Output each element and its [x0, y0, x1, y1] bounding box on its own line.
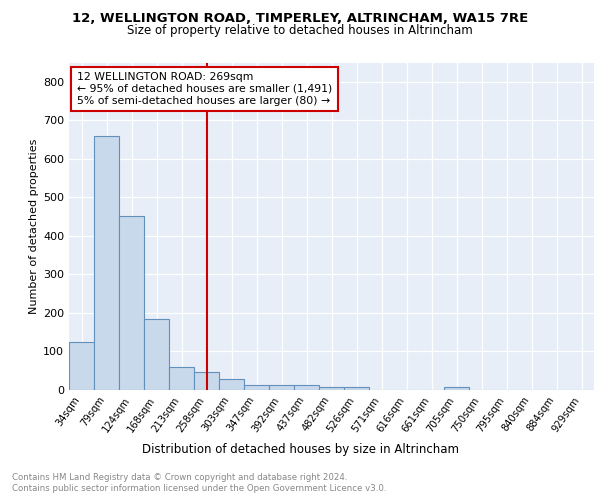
Bar: [294, 385, 319, 390]
Bar: [169, 367, 194, 390]
Text: Distribution of detached houses by size in Altrincham: Distribution of detached houses by size …: [142, 442, 458, 456]
Text: Contains public sector information licensed under the Open Government Licence v3: Contains public sector information licen…: [12, 484, 386, 493]
Y-axis label: Number of detached properties: Number of detached properties: [29, 138, 39, 314]
Bar: [244, 386, 269, 390]
Bar: [194, 372, 219, 390]
Bar: [69, 342, 94, 390]
Bar: [144, 318, 169, 390]
Bar: [319, 386, 344, 390]
Text: 12 WELLINGTON ROAD: 269sqm
← 95% of detached houses are smaller (1,491)
5% of se: 12 WELLINGTON ROAD: 269sqm ← 95% of deta…: [77, 72, 332, 106]
Bar: [94, 136, 119, 390]
Bar: [444, 386, 469, 390]
Text: Size of property relative to detached houses in Altrincham: Size of property relative to detached ho…: [127, 24, 473, 37]
Bar: [119, 216, 144, 390]
Bar: [219, 379, 244, 390]
Bar: [344, 387, 369, 390]
Text: Contains HM Land Registry data © Crown copyright and database right 2024.: Contains HM Land Registry data © Crown c…: [12, 472, 347, 482]
Text: 12, WELLINGTON ROAD, TIMPERLEY, ALTRINCHAM, WA15 7RE: 12, WELLINGTON ROAD, TIMPERLEY, ALTRINCH…: [72, 12, 528, 26]
Bar: [269, 385, 294, 390]
